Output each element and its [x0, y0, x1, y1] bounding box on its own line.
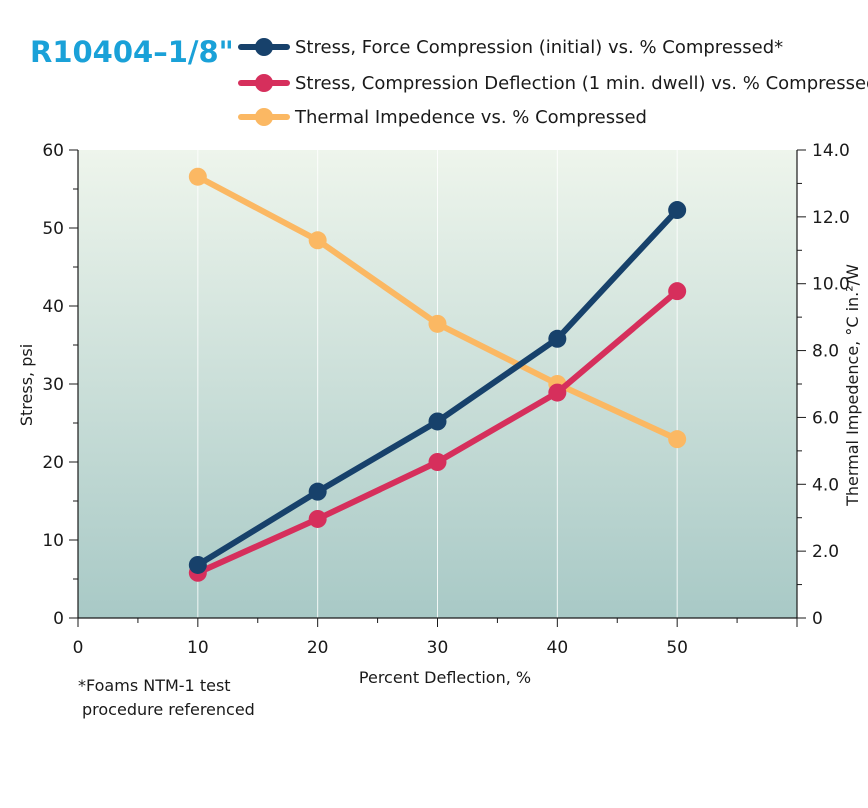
- y-tick-label: 40: [42, 297, 64, 317]
- x-tick-label: 40: [547, 638, 569, 658]
- footnote-line-2: procedure referenced: [82, 700, 255, 719]
- y2-tick-label: 8.0: [812, 342, 839, 362]
- data-point: [428, 412, 447, 431]
- legend: Stress, Force Compression (initial) vs. …: [238, 37, 868, 128]
- ticks: 0 10 20 30 40 50 0 10 20 30 40 50 60 0 2.0 4.0 6.0 8.0 10.…: [42, 141, 850, 658]
- data-point: [308, 231, 327, 250]
- chart-title: R10404–1/8": [30, 35, 234, 69]
- y2-axis-label: Thermal Impedence, °C in.²/W: [843, 264, 862, 507]
- data-point: [428, 314, 447, 333]
- data-point: [668, 201, 687, 220]
- data-point: [308, 482, 327, 501]
- legend-item-3: Thermal Impedence vs. % Compressed: [238, 107, 647, 128]
- data-point: [188, 555, 207, 574]
- legend-item-1: Stress, Force Compression (initial) vs. …: [238, 37, 783, 58]
- y2-tick-label: 12.0: [812, 208, 850, 228]
- x-tick-label: 30: [427, 638, 449, 658]
- y2-tick-label: 6.0: [812, 408, 839, 428]
- y-axis-label: Stress, psi: [17, 344, 36, 426]
- data-point: [428, 453, 447, 471]
- legend-item-2: Stress, Compression Deflection (1 min. d…: [238, 73, 868, 94]
- y2-tick-label: 0: [812, 609, 823, 629]
- grid: [197, 150, 678, 618]
- series-layer: [188, 167, 687, 582]
- y2-tick-label: 4.0: [812, 475, 839, 495]
- legend-label: Thermal Impedence vs. % Compressed: [294, 107, 647, 128]
- y2-tick-label: 14.0: [812, 141, 850, 161]
- x-tick-label: 50: [666, 638, 688, 658]
- y-tick-label: 30: [42, 375, 64, 395]
- footnote-line-1: *Foams NTM-1 test: [78, 676, 231, 695]
- y-tick-label: 0: [53, 609, 64, 629]
- x-tick-label: 0: [73, 638, 84, 658]
- legend-label: Stress, Force Compression (initial) vs. …: [295, 37, 783, 58]
- data-point: [668, 430, 687, 449]
- legend-swatch-marker: [255, 108, 273, 126]
- y-tick-label: 50: [42, 219, 64, 239]
- x-tick-label: 10: [187, 638, 209, 658]
- data-point: [188, 167, 207, 186]
- data-point: [668, 282, 687, 301]
- y2-tick-label: 2.0: [812, 542, 839, 562]
- data-point: [548, 383, 567, 402]
- y-tick-label: 10: [42, 531, 64, 551]
- y-tick-label: 60: [42, 141, 64, 161]
- legend-swatch-marker: [255, 74, 273, 92]
- legend-label: Stress, Compression Deflection (1 min. d…: [295, 73, 868, 94]
- legend-swatch-marker: [255, 38, 273, 56]
- data-point: [308, 509, 327, 528]
- x-axis-label: Percent Deflection, %: [359, 668, 531, 687]
- x-tick-label: 20: [307, 638, 329, 658]
- series-2: [188, 282, 687, 582]
- y-tick-label: 20: [42, 453, 64, 473]
- series-1: [188, 201, 687, 574]
- y2-tick-label: 10.0: [812, 275, 850, 295]
- data-point: [548, 329, 567, 348]
